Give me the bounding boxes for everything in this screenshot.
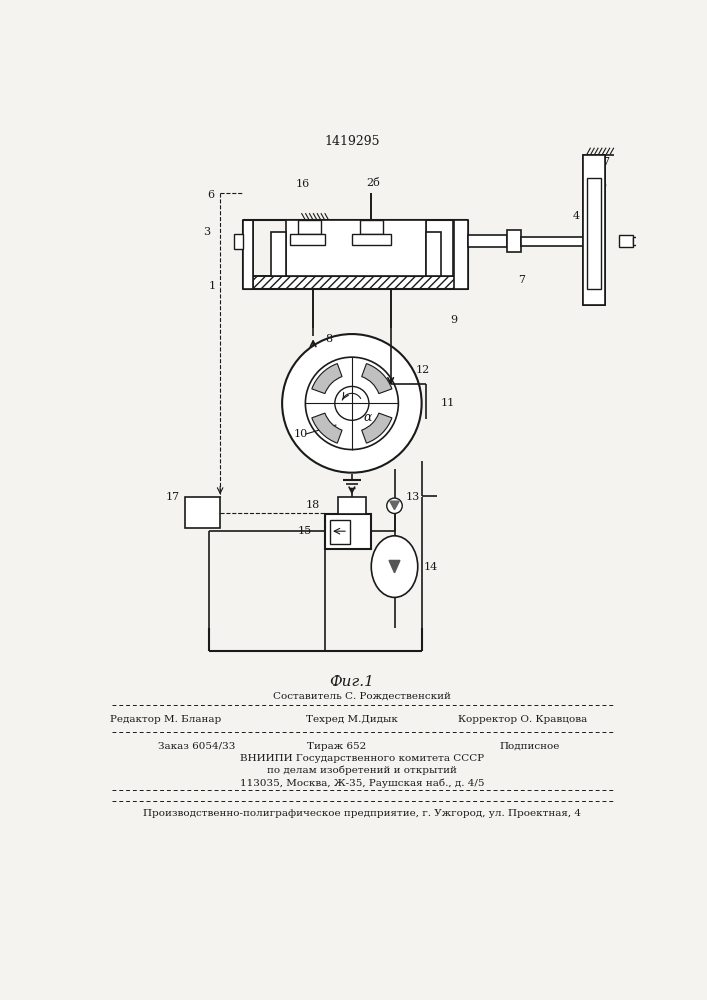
Text: Заказ 6054/33: Заказ 6054/33: [158, 742, 235, 751]
Text: 12: 12: [416, 365, 430, 375]
Bar: [587, 178, 601, 289]
Bar: [633, 237, 653, 245]
Text: 3: 3: [203, 227, 210, 237]
Bar: [286, 220, 426, 276]
Bar: [352, 234, 391, 245]
Polygon shape: [390, 501, 399, 510]
Text: 27: 27: [596, 157, 610, 167]
Bar: [325, 514, 371, 549]
Text: по делам изобретений и открытий: по делам изобретений и открытий: [267, 766, 457, 775]
Circle shape: [335, 386, 369, 420]
Bar: [243, 276, 468, 289]
Text: 2б: 2б: [366, 178, 380, 188]
Text: ВНИИПИ Государственного комитета СССР: ВНИИПИ Государственного комитета СССР: [240, 754, 484, 763]
Bar: [468, 235, 507, 247]
Polygon shape: [389, 560, 400, 573]
Bar: [583, 155, 604, 305]
Text: 1: 1: [209, 281, 216, 291]
Text: 1419295: 1419295: [324, 135, 380, 148]
Text: 16: 16: [296, 179, 310, 189]
Text: Техред М.Дидык: Техред М.Дидык: [306, 715, 398, 724]
Text: α: α: [363, 411, 372, 424]
Bar: [338, 497, 366, 514]
Text: Составитель С. Рождественский: Составитель С. Рождественский: [273, 691, 451, 700]
Bar: [243, 220, 252, 289]
Text: Редактор М. Бланар: Редактор М. Бланар: [110, 715, 221, 724]
Wedge shape: [362, 413, 392, 443]
Bar: [234, 234, 243, 249]
Bar: [507, 230, 521, 252]
Circle shape: [387, 498, 402, 513]
Bar: [454, 220, 468, 289]
Bar: [290, 234, 325, 245]
Bar: [454, 220, 468, 289]
Bar: [185, 497, 220, 528]
Text: 6: 6: [207, 190, 214, 200]
Text: Тираж 652: Тираж 652: [307, 742, 366, 751]
Bar: [426, 220, 452, 276]
Text: Корректор О. Кравцова: Корректор О. Кравцова: [457, 715, 587, 724]
Text: 2: 2: [517, 237, 524, 247]
Text: 10: 10: [293, 429, 308, 439]
Text: 113035, Москва, Ж-35, Раушская наб., д. 4/5: 113035, Москва, Ж-35, Раушская наб., д. …: [240, 778, 484, 788]
Text: 15: 15: [298, 526, 312, 536]
Text: Фиг.1: Фиг.1: [329, 675, 374, 689]
Bar: [330, 520, 349, 544]
Text: 11: 11: [441, 398, 455, 408]
Ellipse shape: [371, 536, 418, 597]
Text: Производственно-полиграфическое предприятие, г. Ужгород, ул. Проектная, 4: Производственно-полиграфическое предприя…: [143, 808, 581, 818]
Circle shape: [305, 357, 398, 450]
Wedge shape: [312, 413, 342, 443]
Text: 17: 17: [166, 492, 180, 502]
Bar: [286, 220, 426, 276]
Bar: [298, 220, 321, 234]
Text: 4: 4: [573, 211, 580, 221]
Bar: [583, 155, 604, 305]
Wedge shape: [312, 364, 342, 394]
Bar: [243, 220, 252, 289]
Text: Подписное: Подписное: [499, 742, 559, 751]
Text: 7: 7: [518, 275, 525, 285]
Circle shape: [282, 334, 421, 473]
Bar: [619, 235, 633, 247]
Bar: [271, 232, 286, 276]
Bar: [360, 220, 383, 234]
Text: 5: 5: [600, 180, 607, 190]
Wedge shape: [362, 364, 392, 394]
Bar: [521, 237, 583, 246]
Text: 13: 13: [405, 492, 419, 502]
Text: 14: 14: [424, 562, 438, 572]
Text: 8: 8: [325, 334, 332, 344]
Text: 9: 9: [450, 315, 457, 325]
Bar: [426, 232, 441, 276]
Text: 18: 18: [305, 500, 320, 510]
Bar: [583, 155, 604, 305]
